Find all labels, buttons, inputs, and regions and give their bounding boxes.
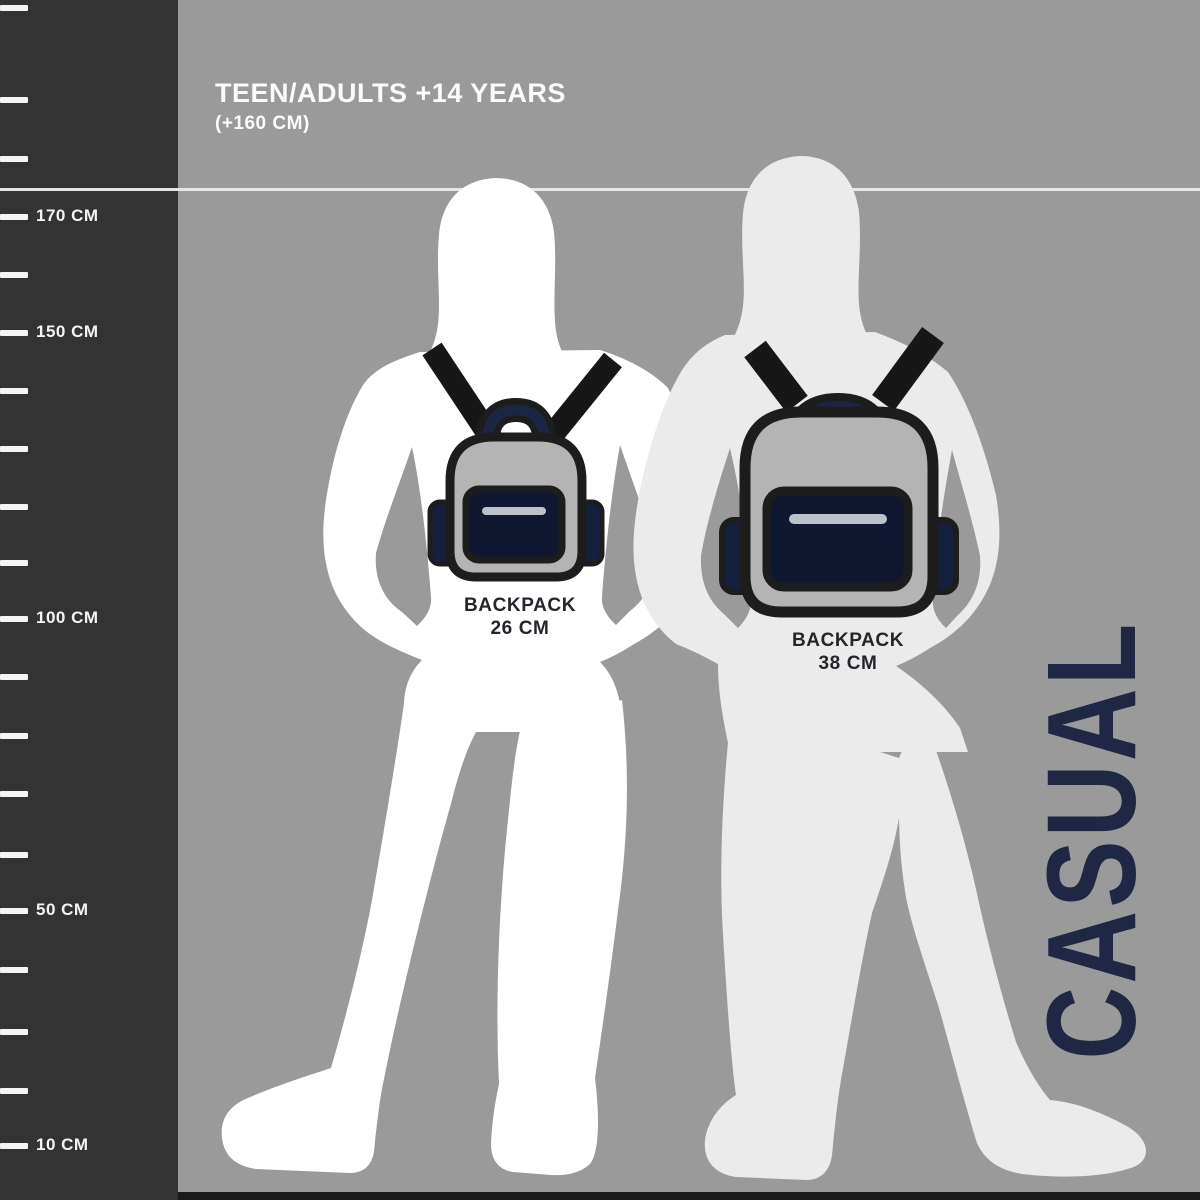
ruler-tick-label: 100 CM xyxy=(36,608,99,627)
ruler-tick xyxy=(0,1088,28,1094)
backpack-zipper-small xyxy=(482,507,546,515)
person-silhouette-small xyxy=(221,178,702,1176)
page-subtitle: (+160 CM) xyxy=(215,113,310,134)
ruler-tick xyxy=(0,908,28,914)
height-reference-line xyxy=(0,188,1200,191)
header: TEEN/ADULTS +14 YEARS (+160 CM) xyxy=(215,78,566,135)
ruler-tick xyxy=(0,560,28,566)
height-ruler: 170 CM 150 CM 100 CM 50 CM 10 CM xyxy=(0,0,178,1200)
ruler-tick xyxy=(0,733,28,739)
backpack-pocket-small xyxy=(462,485,566,564)
backpack-strap-right-large xyxy=(872,327,944,411)
ruler-tick xyxy=(0,1029,28,1035)
ruler-tick xyxy=(0,97,28,103)
ruler-tick xyxy=(0,5,28,11)
left-leg-large xyxy=(704,705,899,1180)
ruler-tick-label: 150 CM xyxy=(36,322,99,341)
ruler-tick xyxy=(0,446,28,452)
backpack-zipper-large xyxy=(789,514,887,524)
person-silhouette-large xyxy=(633,156,1147,1180)
ruler-tick xyxy=(0,388,28,394)
ruler-tick xyxy=(0,272,28,278)
backpack-large xyxy=(719,327,959,618)
right-leg-large xyxy=(899,708,1147,1177)
ruler-tick xyxy=(0,156,28,162)
ruler-tick xyxy=(0,616,28,622)
ruler-tick xyxy=(0,330,28,336)
ruler-tick xyxy=(0,674,28,680)
arm-gap-left-small xyxy=(375,447,432,626)
ruler-tick xyxy=(0,852,28,858)
backpack-caption-size: 38 CM xyxy=(818,653,878,674)
head-small xyxy=(412,178,578,374)
ruler-tick xyxy=(0,214,28,220)
page-title: TEEN/ADULTS +14 YEARS xyxy=(215,78,566,108)
backpack-caption-small: BACKPACK 26 CM xyxy=(410,594,630,640)
left-leg-small xyxy=(221,690,480,1173)
head-large xyxy=(716,156,884,358)
ruler-tick xyxy=(0,967,28,973)
backpack-caption-large: BACKPACK 38 CM xyxy=(738,629,958,675)
bottom-bar xyxy=(178,1192,1200,1200)
backpack-caption-name: BACKPACK xyxy=(791,630,905,651)
ruler-tick-label: 10 CM xyxy=(36,1135,89,1154)
backpack-handle-core-small xyxy=(481,404,551,465)
right-leg-small xyxy=(491,700,627,1176)
backpack-caption-name: BACKPACK xyxy=(463,595,577,616)
ruler-tick xyxy=(0,504,28,510)
backpack-pocket-large xyxy=(762,486,913,592)
backpack-strap-left-large xyxy=(744,340,808,413)
ruler-tick xyxy=(0,791,28,797)
backpack-small xyxy=(422,342,622,582)
ruler-tick-label: 170 CM xyxy=(36,206,99,225)
ruler-tick xyxy=(0,1143,28,1149)
backpack-caption-size: 26 CM xyxy=(490,618,550,639)
ruler-tick-label: 50 CM xyxy=(36,900,89,919)
